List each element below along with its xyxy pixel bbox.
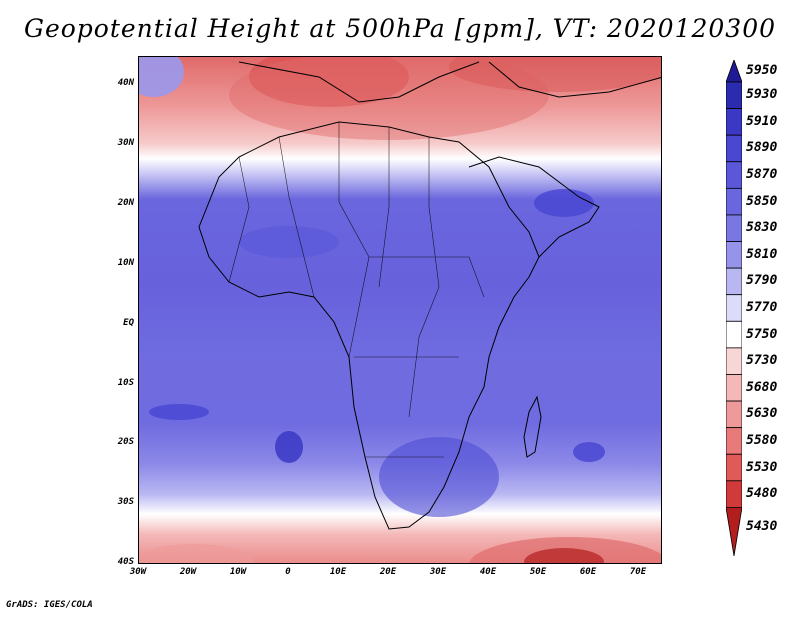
colorbar-level-label: 5730 [746, 353, 778, 369]
northwest-low-blob [139, 57, 184, 97]
colorbar-level-label: 5530 [746, 459, 778, 475]
colorbar-segment [726, 187, 742, 216]
country-borders [228, 122, 485, 458]
colorbar-level-label: 5850 [746, 193, 778, 209]
colorbar [726, 60, 742, 556]
colorbar-level-label: 5580 [746, 432, 778, 448]
lat-label-eq: EQ [123, 318, 134, 328]
lon-label-10e: 10E [329, 567, 347, 577]
colorbar-level-label: 5810 [746, 246, 778, 262]
colorbar-segment [726, 134, 742, 163]
colorbar-segment [726, 374, 742, 402]
lat-label-10n: 10N [117, 258, 134, 268]
colorbar-top-arrow [726, 60, 742, 83]
colorbar-segment [726, 108, 742, 136]
lat-label-30s: 30S [117, 497, 134, 507]
colorbar-level-label: 5930 [746, 87, 778, 103]
lat-label-40n: 40N [117, 78, 134, 88]
colorbar-segment [726, 453, 742, 482]
colorbar-segment [726, 427, 742, 455]
lon-label-20w: 20W [179, 567, 197, 577]
colorbar-segment [726, 320, 742, 349]
colorbar-segment [726, 294, 742, 322]
coastlines [198, 61, 661, 530]
lon-label-30w: 30W [129, 567, 147, 577]
colorbar-segment [726, 480, 742, 508]
lon-label-50e: 50E [529, 567, 547, 577]
grads-credit: GrADS: IGES/COLA [6, 600, 93, 610]
colorbar-level-label: 5770 [746, 300, 778, 315]
colorbar-bottom-arrow [726, 507, 742, 556]
colorbar-level-label: 5480 [746, 486, 778, 502]
lon-label-0: 0 [285, 567, 291, 577]
lat-label-30n: 30N [117, 138, 134, 148]
colorbar-segment [726, 347, 742, 375]
colorbar-level-label: 5790 [746, 273, 778, 289]
colorbar-segment [726, 214, 742, 242]
mediterranean-high-center [249, 57, 409, 107]
colorbar-level-label: 5890 [746, 140, 778, 156]
colorbar-segment [726, 81, 742, 109]
colorbar-level-label: 5830 [746, 220, 778, 236]
lat-label-40s: 40S [117, 557, 134, 567]
height-field-map [139, 57, 661, 563]
colorbar-level-label: 5630 [746, 406, 778, 422]
colorbar-level-label: 5870 [746, 167, 778, 183]
lon-label-40e: 40E [479, 567, 497, 577]
lon-label-10w: 10W [229, 567, 247, 577]
colorbar-level-label: 5430 [746, 518, 778, 534]
lon-label-30e: 30E [429, 567, 447, 577]
colorbar-segment [726, 161, 742, 189]
map-panel [138, 56, 662, 564]
colorbar-level-label: 5950 [746, 63, 778, 78]
colorbar-segment [726, 267, 742, 296]
colorbar-level-label: 5910 [746, 113, 778, 129]
lon-label-70e: 70E [629, 567, 647, 577]
lat-label-20n: 20N [117, 198, 134, 208]
colorbar-segment [726, 400, 742, 429]
colorbar-level-label: 5680 [746, 379, 778, 395]
map-title: Geopotential Height at 500hPa [gpm], VT:… [23, 14, 777, 43]
lon-label-20e: 20E [379, 567, 397, 577]
colorbar-segment [726, 241, 742, 269]
colorbar-level-label: 5750 [746, 326, 778, 342]
lon-label-60e: 60E [579, 567, 597, 577]
lat-label-20s: 20S [117, 437, 134, 447]
lat-label-10s: 10S [117, 378, 134, 388]
